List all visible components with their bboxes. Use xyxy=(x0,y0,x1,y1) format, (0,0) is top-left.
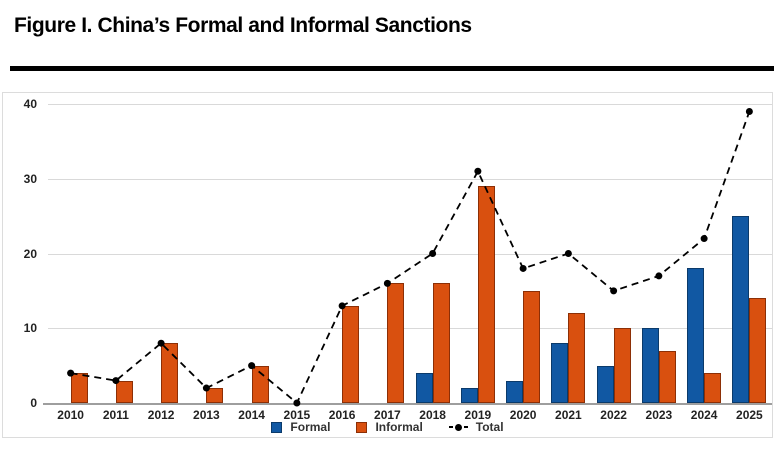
x-tick-label: 2016 xyxy=(328,408,356,422)
bar-informal xyxy=(70,373,88,403)
legend-marker-total xyxy=(448,423,468,431)
figure-title: Figure I. China’s Formal and Informal Sa… xyxy=(14,14,472,37)
legend-label-informal: Informal xyxy=(375,420,423,434)
total-point xyxy=(655,272,663,280)
y-tick-label: 20 xyxy=(23,246,37,261)
x-tick-label: 2018 xyxy=(419,408,446,422)
bar-informal xyxy=(387,283,405,403)
bar-informal xyxy=(432,283,450,403)
x-tick-label: 2019 xyxy=(464,408,492,422)
bar-formal xyxy=(460,388,478,403)
bar-formal xyxy=(551,343,569,403)
bar-formal xyxy=(506,380,524,403)
legend-item-informal: Informal xyxy=(356,420,423,434)
chart-legend: Formal Informal Total xyxy=(3,420,772,434)
y-tick-label: 40 xyxy=(23,97,37,111)
x-tick-label: 2014 xyxy=(238,408,265,422)
legend-dash xyxy=(448,426,453,428)
bar-informal xyxy=(251,365,269,403)
bar-formal xyxy=(687,268,705,403)
x-tick-label: 2012 xyxy=(147,408,175,422)
legend-label-formal: Formal xyxy=(290,420,331,434)
total-point xyxy=(700,235,708,243)
gridline xyxy=(48,178,772,180)
gridline xyxy=(48,104,772,105)
bar-informal xyxy=(704,373,722,403)
y-tick-label: 10 xyxy=(23,321,37,336)
x-tick-label: 2025 xyxy=(736,408,763,422)
x-tick-label: 2017 xyxy=(374,408,401,422)
x-tick-label: 2020 xyxy=(509,408,537,422)
x-tick-label: 2023 xyxy=(645,408,673,422)
x-axis-line xyxy=(43,403,772,405)
bar-informal xyxy=(115,380,133,403)
legend-dot xyxy=(454,423,462,431)
bar-formal xyxy=(641,328,659,403)
bar-informal xyxy=(477,186,495,403)
bar-informal xyxy=(342,305,360,403)
total-point xyxy=(745,107,753,115)
legend-item-formal: Formal xyxy=(271,420,330,434)
x-tick-label: 2010 xyxy=(57,408,84,422)
bar-informal xyxy=(161,343,179,403)
total-point xyxy=(519,264,527,272)
bar-informal xyxy=(568,313,586,403)
title-rule xyxy=(10,66,774,71)
bar-formal xyxy=(732,216,750,403)
total-point xyxy=(610,287,618,295)
x-tick-label: 2011 xyxy=(102,408,129,422)
legend-swatch-informal xyxy=(356,421,368,433)
gridline xyxy=(48,253,772,255)
x-tick-label: 2021 xyxy=(555,408,582,422)
y-tick-label: 30 xyxy=(23,171,37,186)
bar-formal xyxy=(415,373,433,403)
x-tick-label: 2024 xyxy=(690,408,718,422)
bar-informal xyxy=(658,350,676,403)
bar-informal xyxy=(206,388,224,403)
legend-label-total: Total xyxy=(475,420,504,434)
legend-swatch-formal xyxy=(271,421,283,433)
legend-dash xyxy=(463,426,468,428)
total-point xyxy=(474,167,482,175)
chart-frame: 0 10 20 30 40 2010 2011 2012 2013 2014 2015 2016 20… xyxy=(2,92,773,438)
bar-informal xyxy=(749,298,767,403)
x-tick-label: 2022 xyxy=(600,408,627,422)
x-tick-label: 2015 xyxy=(283,408,311,422)
bar-formal xyxy=(596,365,614,403)
bar-informal xyxy=(613,328,631,403)
gridline xyxy=(48,328,772,330)
y-tick-label: 0 xyxy=(30,396,37,410)
legend-item-total: Total xyxy=(448,420,504,434)
x-tick-label: 2013 xyxy=(193,408,220,422)
bar-informal xyxy=(523,290,541,403)
